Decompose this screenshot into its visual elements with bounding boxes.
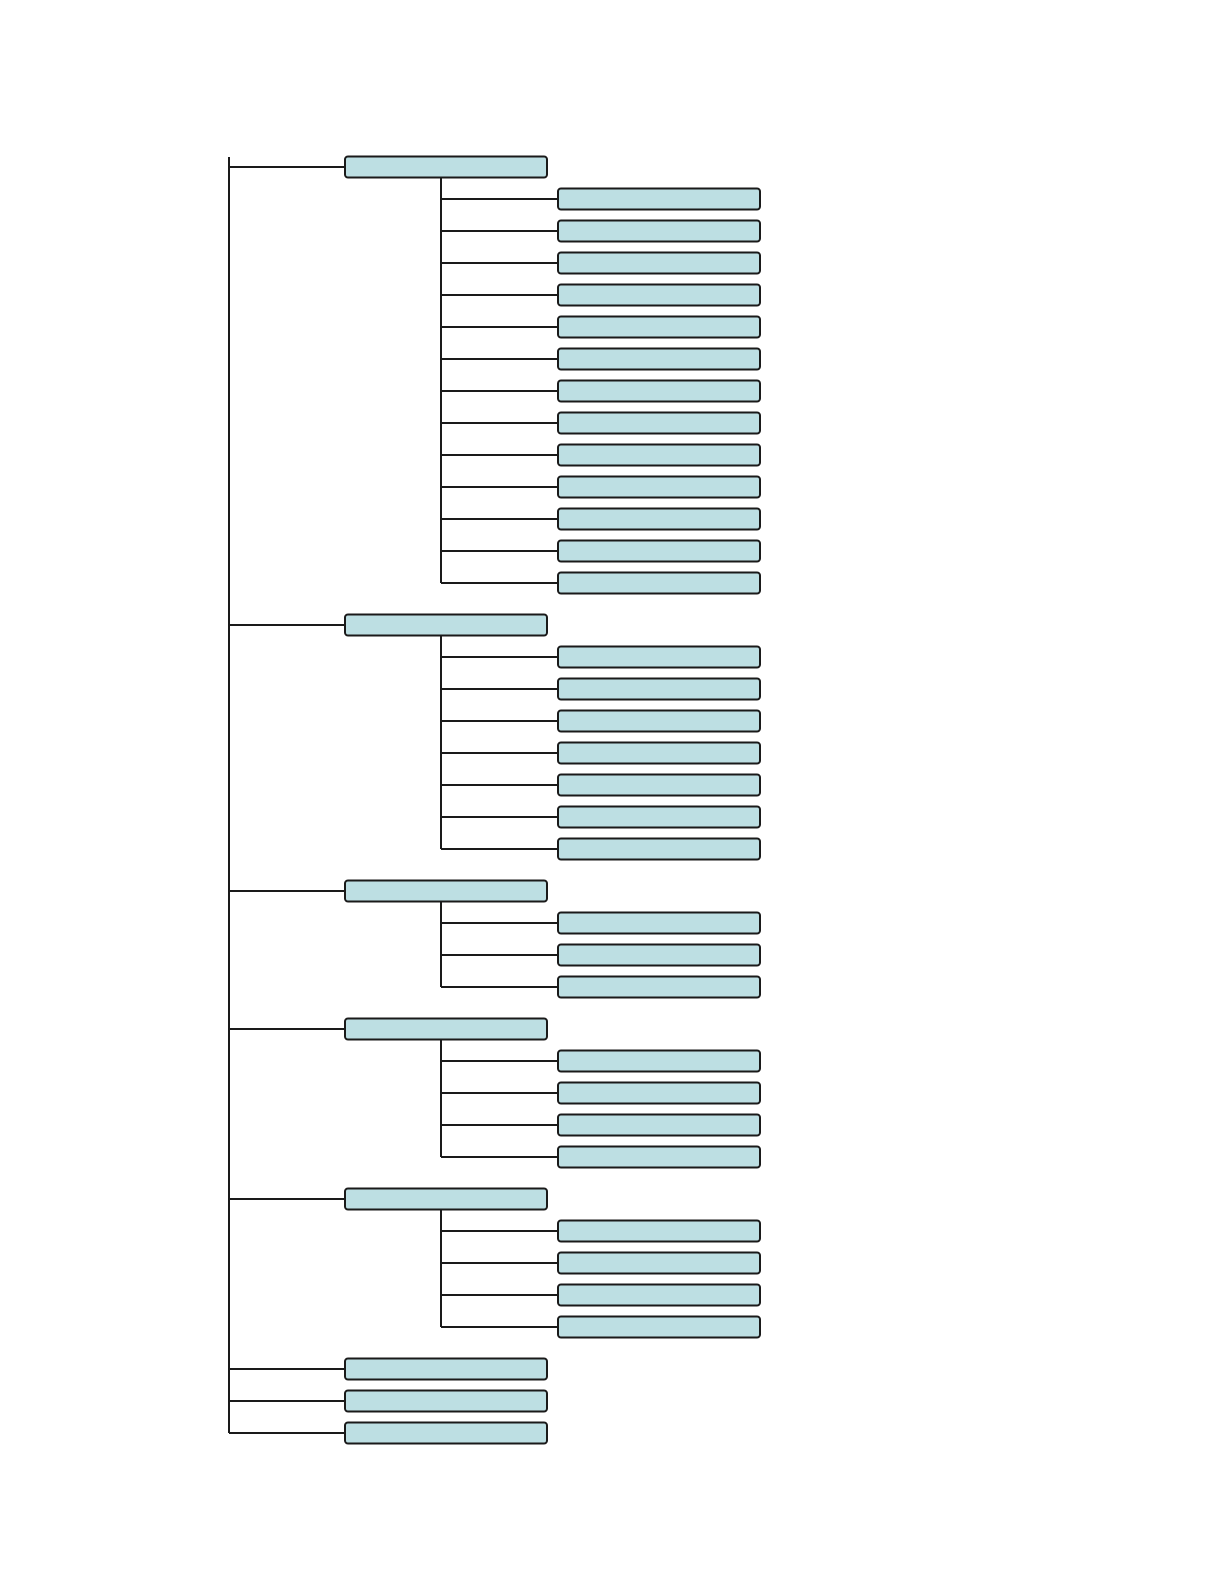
child-node-3-3-box <box>557 975 761 999</box>
child-node-1-7-box <box>557 379 761 403</box>
child-node-4-3 <box>557 1113 761 1137</box>
child-node-1-10 <box>557 475 761 499</box>
group-node-8-box <box>344 1421 548 1445</box>
child-node-3-1-box <box>557 911 761 935</box>
child-node-1-12-box <box>557 539 761 563</box>
child-node-2-7 <box>557 837 761 861</box>
child-node-2-6-box <box>557 805 761 829</box>
group-node-2-box <box>344 613 548 637</box>
child-node-2-5-box <box>557 773 761 797</box>
child-node-2-4-box <box>557 741 761 765</box>
group-node-3-box <box>344 879 548 903</box>
child-node-2-2-box <box>557 677 761 701</box>
child-node-1-1 <box>557 187 761 211</box>
child-node-1-4 <box>557 283 761 307</box>
child-node-5-1 <box>557 1219 761 1243</box>
child-node-1-3-box <box>557 251 761 275</box>
child-node-1-3 <box>557 251 761 275</box>
child-node-1-8-box <box>557 411 761 435</box>
group-node-4 <box>344 1017 548 1041</box>
child-node-1-11-box <box>557 507 761 531</box>
child-node-1-13 <box>557 571 761 595</box>
group-node-4-box <box>344 1017 548 1041</box>
group-node-7 <box>344 1389 548 1413</box>
child-node-5-3 <box>557 1283 761 1307</box>
child-node-4-4-box <box>557 1145 761 1169</box>
child-node-5-1-box <box>557 1219 761 1243</box>
group-node-1 <box>344 155 548 179</box>
child-node-1-11 <box>557 507 761 531</box>
child-node-1-1-box <box>557 187 761 211</box>
child-node-1-2-box <box>557 219 761 243</box>
group-node-1-box <box>344 155 548 179</box>
group-node-5 <box>344 1187 548 1211</box>
group-node-6-box <box>344 1357 548 1381</box>
group-node-3 <box>344 879 548 903</box>
child-node-4-1 <box>557 1049 761 1073</box>
child-node-2-3 <box>557 709 761 733</box>
child-node-1-9-box <box>557 443 761 467</box>
child-node-3-1 <box>557 911 761 935</box>
child-node-1-5 <box>557 315 761 339</box>
child-node-5-2 <box>557 1251 761 1275</box>
child-node-5-4 <box>557 1315 761 1339</box>
child-node-1-6-box <box>557 347 761 371</box>
tree-nodes <box>344 155 761 1445</box>
group-node-8 <box>344 1421 548 1445</box>
child-node-5-2-box <box>557 1251 761 1275</box>
child-node-1-2 <box>557 219 761 243</box>
child-node-5-3-box <box>557 1283 761 1307</box>
connector-lines <box>228 157 558 1434</box>
child-node-1-9 <box>557 443 761 467</box>
child-node-2-3-box <box>557 709 761 733</box>
child-node-4-2 <box>557 1081 761 1105</box>
child-node-1-4-box <box>557 283 761 307</box>
child-node-1-10-box <box>557 475 761 499</box>
child-node-5-4-box <box>557 1315 761 1339</box>
group-node-6 <box>344 1357 548 1381</box>
child-node-4-1-box <box>557 1049 761 1073</box>
child-node-4-3-box <box>557 1113 761 1137</box>
child-node-1-5-box <box>557 315 761 339</box>
child-node-3-3 <box>557 975 761 999</box>
group-node-2 <box>344 613 548 637</box>
child-node-2-2 <box>557 677 761 701</box>
child-node-1-13-box <box>557 571 761 595</box>
child-node-2-7-box <box>557 837 761 861</box>
child-node-2-5 <box>557 773 761 797</box>
child-node-4-2-box <box>557 1081 761 1105</box>
child-node-2-4 <box>557 741 761 765</box>
child-node-1-7 <box>557 379 761 403</box>
child-node-2-1-box <box>557 645 761 669</box>
group-node-5-box <box>344 1187 548 1211</box>
child-node-2-6 <box>557 805 761 829</box>
child-node-3-2 <box>557 943 761 967</box>
child-node-4-4 <box>557 1145 761 1169</box>
child-node-1-12 <box>557 539 761 563</box>
child-node-1-8 <box>557 411 761 435</box>
group-node-7-box <box>344 1389 548 1413</box>
child-node-3-2-box <box>557 943 761 967</box>
child-node-2-1 <box>557 645 761 669</box>
child-node-1-6 <box>557 347 761 371</box>
